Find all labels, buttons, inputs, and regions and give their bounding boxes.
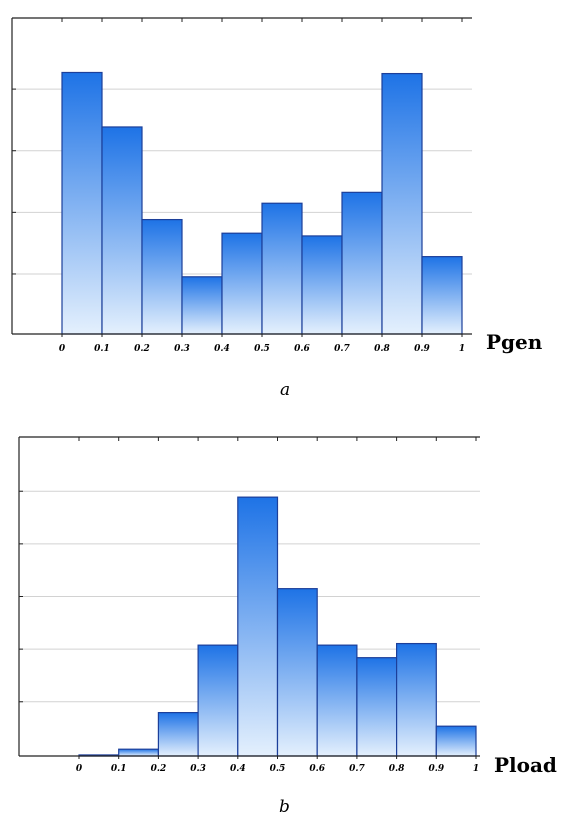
bars-b: [78, 496, 477, 757]
histogram-bar: [157, 711, 199, 757]
x-tick-label: 0.6: [309, 764, 325, 774]
histogram-bar: [316, 644, 358, 757]
x-tick-label: 0.5: [254, 344, 270, 354]
histogram-bar: [141, 218, 183, 335]
axes-a: [11, 17, 472, 337]
histogram-bar: [101, 126, 143, 335]
histogram-a: 0 0.1 0.2 0.3 0.4 0.5 0.6 0.7 0.8 0.9 1 Pgen: [11, 17, 543, 354]
axes-b: [18, 436, 480, 759]
x-tick-label: 0.3: [174, 344, 190, 354]
x-axis-label-a: Pgen: [486, 330, 543, 354]
x-tick-label: 0.7: [334, 344, 350, 354]
x-tick-label: 1: [459, 344, 465, 354]
histogram-bar: [396, 642, 437, 757]
x-tick-label: 0.1: [94, 344, 110, 354]
histogram-bar: [301, 235, 343, 335]
x-tick-label: 0.7: [349, 764, 365, 774]
x-tick-label: 1: [473, 764, 479, 774]
x-tick-label: 0.8: [389, 764, 405, 774]
histogram-bar: [61, 71, 103, 335]
x-tick-label: 0.3: [190, 764, 206, 774]
histogram-bar: [381, 72, 423, 335]
panel-label-b: b: [279, 797, 290, 817]
x-tick-label: 0.2: [134, 344, 150, 354]
histogram-bar: [181, 276, 223, 335]
x-tick-label: 0.4: [214, 344, 230, 354]
x-tick-label: 0.9: [414, 344, 430, 354]
x-tick-label: 0: [59, 344, 66, 354]
x-tick-label: 0: [76, 764, 83, 774]
histogram-bar: [435, 725, 477, 757]
bars-a: [61, 71, 463, 335]
histogram-bar: [118, 748, 159, 757]
histogram-bar: [221, 232, 263, 335]
x-tick-label: 0.5: [270, 764, 286, 774]
histogram-bar: [237, 496, 279, 757]
panel-label-a: a: [280, 380, 291, 400]
histogram-b: 0 0.1 0.2 0.3 0.4 0.5 0.6 0.7 0.8 0.9 1 Pload: [18, 436, 557, 777]
x-tick-label: 0.1: [111, 764, 127, 774]
tick-labels-b: 0 0.1 0.2 0.3 0.4 0.5 0.6 0.7 0.8 0.9 1: [76, 764, 479, 774]
x-tick-label: 0.8: [374, 344, 390, 354]
x-tick-label: 0.6: [294, 344, 310, 354]
x-tick-label: 0.4: [230, 764, 246, 774]
histogram-bar: [276, 588, 318, 757]
histogram-bar: [197, 644, 239, 757]
histogram-bar: [356, 657, 398, 757]
histogram-bar: [341, 191, 383, 335]
x-axis-label-b: Pload: [494, 753, 557, 777]
x-tick-label: 0.9: [428, 764, 444, 774]
x-tick-label: 0.2: [151, 764, 167, 774]
histogram-bar: [421, 256, 463, 335]
tick-labels-a: 0 0.1 0.2 0.3 0.4 0.5 0.6 0.7 0.8 0.9 1: [59, 344, 465, 354]
histogram-bar: [261, 202, 303, 335]
